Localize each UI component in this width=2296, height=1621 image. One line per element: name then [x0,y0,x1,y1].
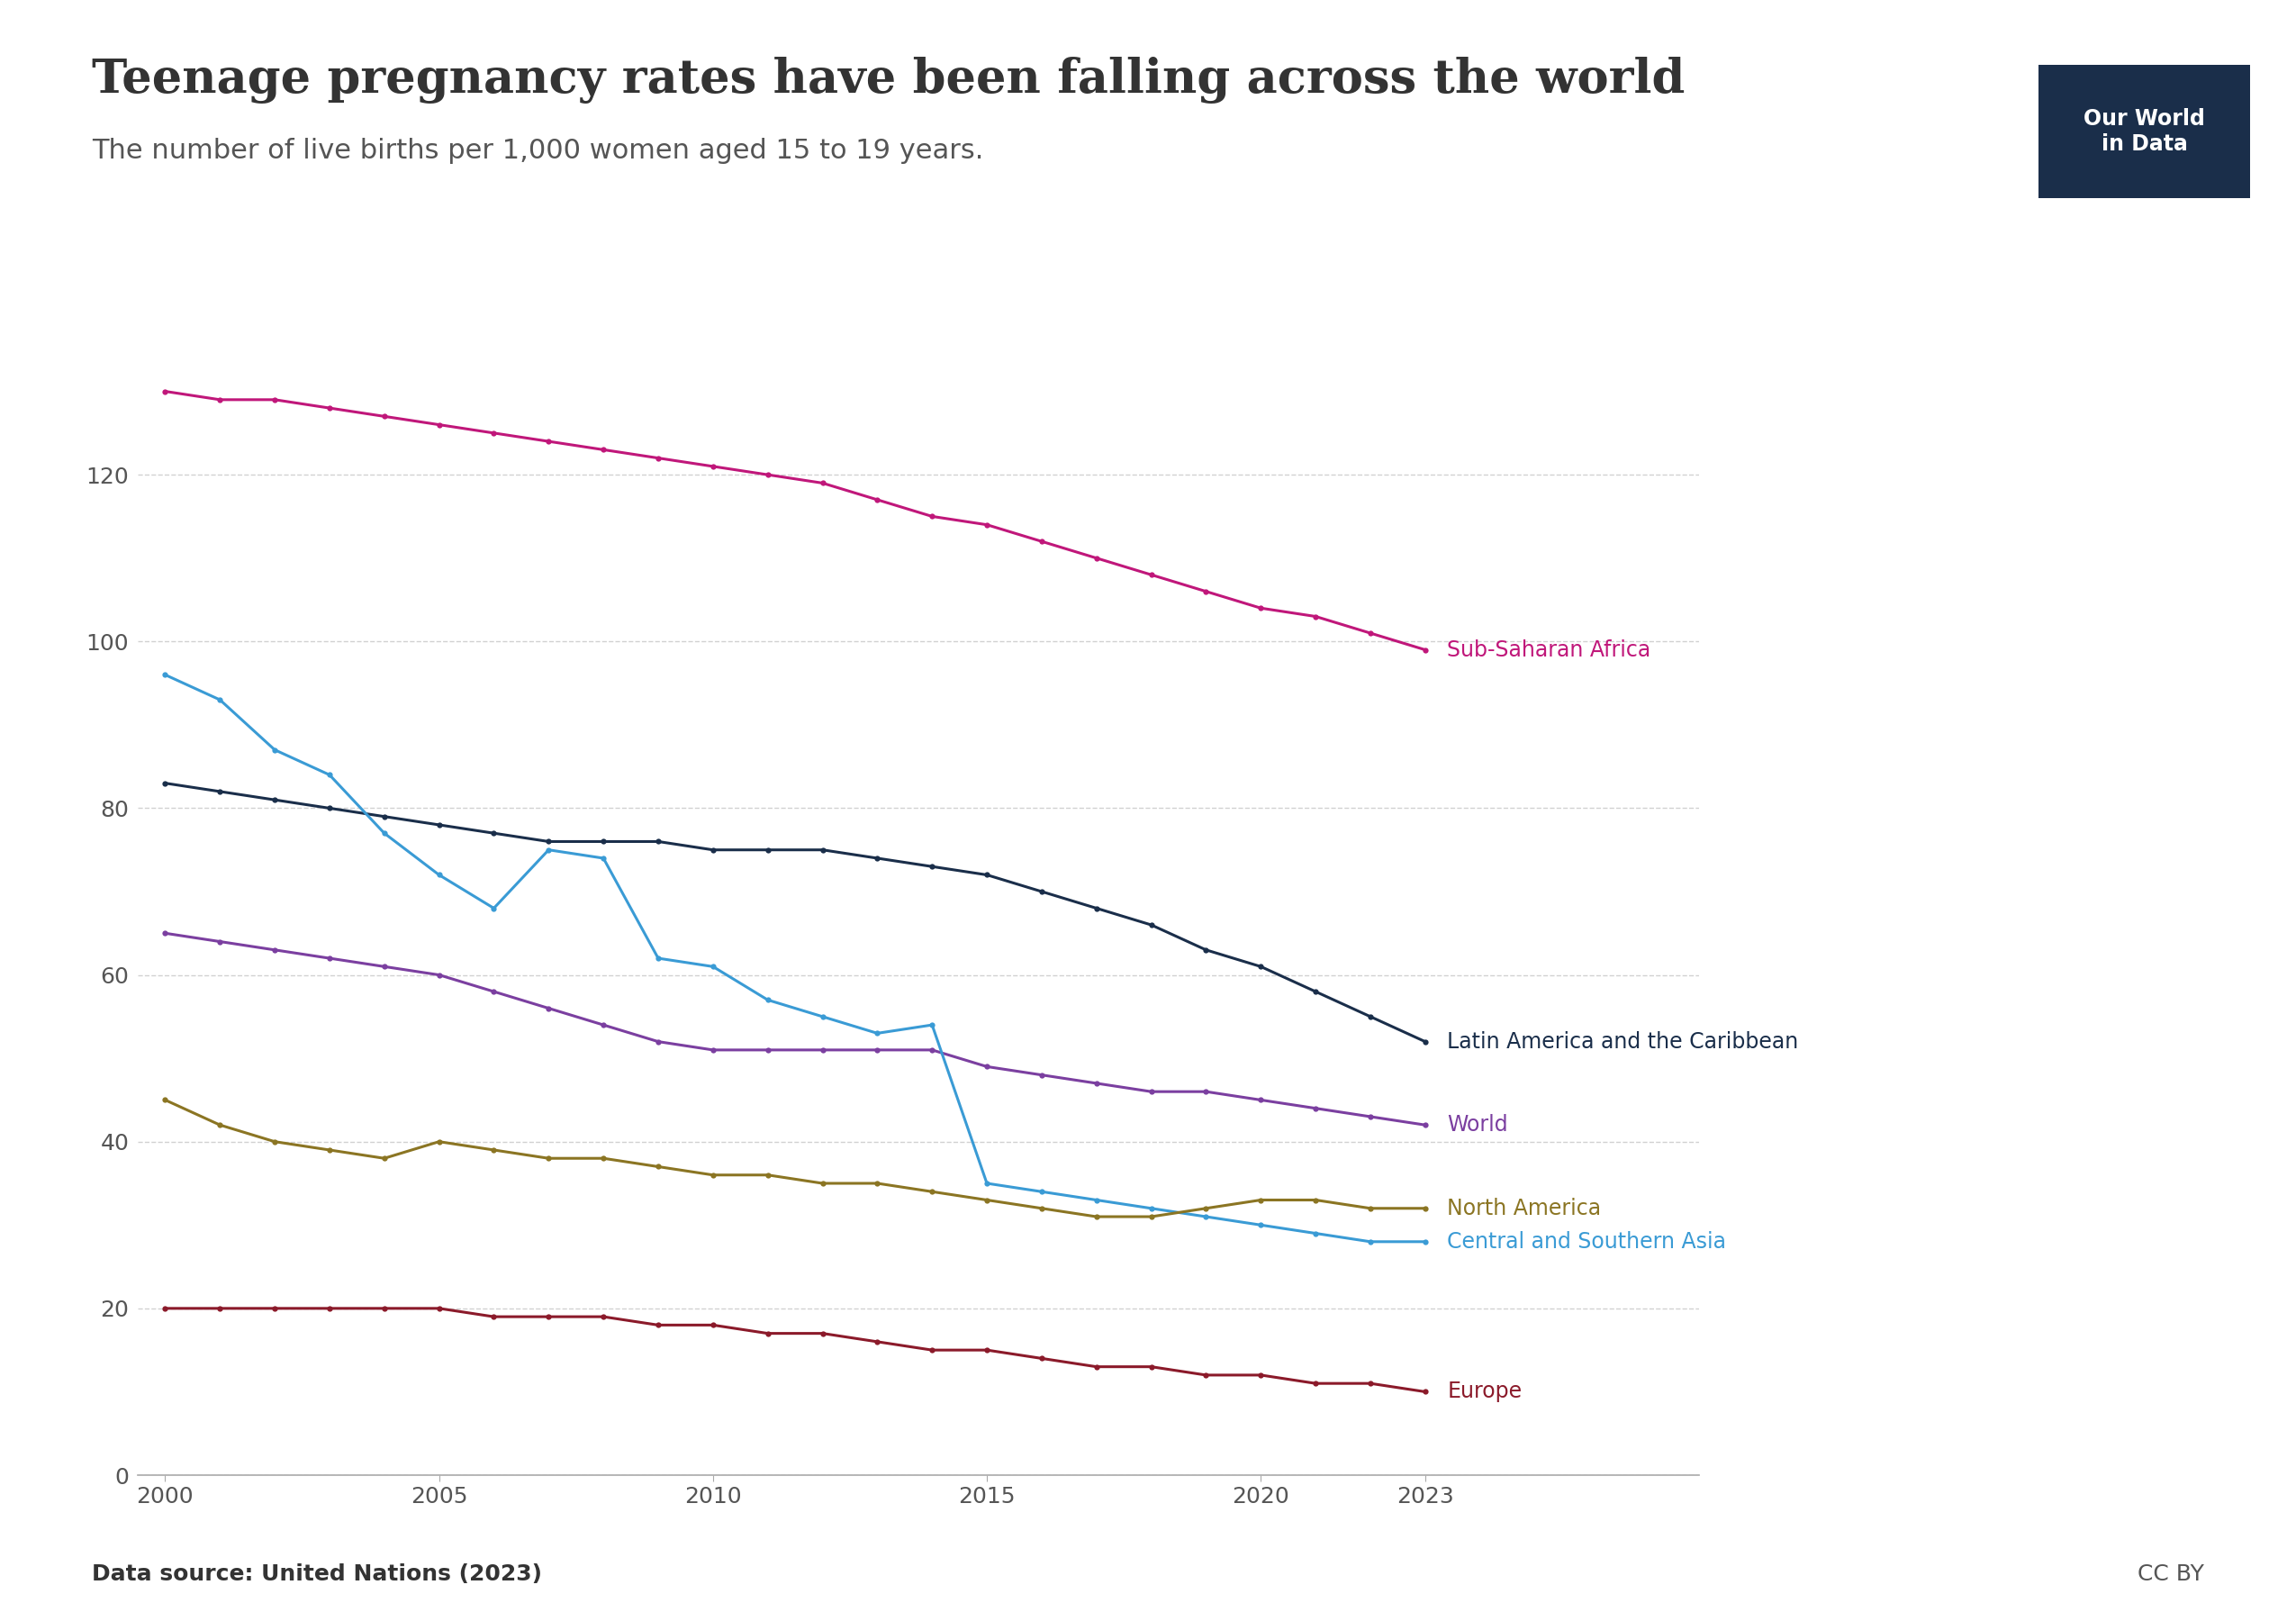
Text: Latin America and the Caribbean: Latin America and the Caribbean [1446,1031,1798,1052]
Text: North America: North America [1446,1198,1600,1219]
Text: Europe: Europe [1446,1381,1522,1402]
Text: Teenage pregnancy rates have been falling across the world: Teenage pregnancy rates have been fallin… [92,57,1685,104]
Text: CC BY: CC BY [2138,1564,2204,1585]
Text: Our World
in Data: Our World in Data [2085,109,2204,154]
Text: Central and Southern Asia: Central and Southern Asia [1446,1230,1727,1253]
Text: World: World [1446,1114,1508,1136]
Text: The number of live births per 1,000 women aged 15 to 19 years.: The number of live births per 1,000 wome… [92,138,983,164]
Text: Data source: United Nations (2023): Data source: United Nations (2023) [92,1564,542,1585]
Text: Sub-Saharan Africa: Sub-Saharan Africa [1446,639,1651,661]
